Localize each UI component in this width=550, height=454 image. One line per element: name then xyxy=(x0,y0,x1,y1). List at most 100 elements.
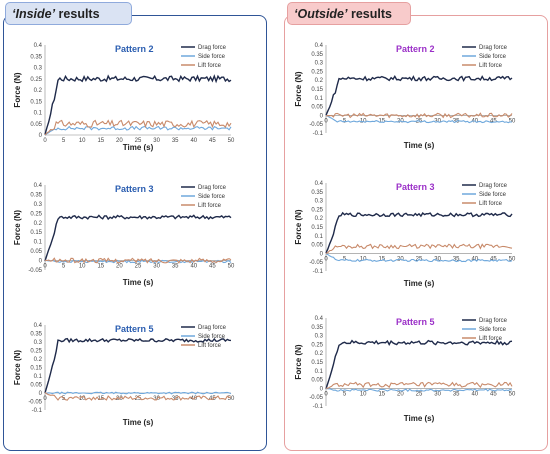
y-tick-label: 0.35 xyxy=(311,52,323,58)
y-tick-label: -0.1 xyxy=(313,269,324,275)
y-tick-label: 0.15 xyxy=(30,230,42,236)
outside-results-panel xyxy=(284,15,548,451)
x-tick-label: 0 xyxy=(43,138,47,144)
y-tick-label: 0.25 xyxy=(311,207,323,213)
series-line-lift-force xyxy=(44,119,232,136)
x-tick-label: 50 xyxy=(228,264,235,270)
y-axis-title: Force (N) xyxy=(13,350,22,385)
x-tick-label: 5 xyxy=(62,264,66,270)
series-line-side-force xyxy=(45,259,232,264)
legend-label: Lift force xyxy=(198,203,222,209)
x-tick-label: 25 xyxy=(135,138,142,144)
x-tick-label: 35 xyxy=(172,264,179,270)
legend-label: Drag force xyxy=(479,45,508,51)
x-axis-title: Time (s) xyxy=(404,279,435,288)
x-tick-label: 50 xyxy=(509,391,516,397)
x-tick-label: 15 xyxy=(378,391,385,397)
chart-title: Pattern 2 xyxy=(115,44,154,54)
x-tick-label: 0 xyxy=(43,264,47,270)
x-tick-label: 30 xyxy=(153,138,160,144)
y-tick-label: 0.15 xyxy=(30,99,42,105)
y-tick-label: 0.05 xyxy=(311,378,323,384)
series-line-lift-force xyxy=(44,257,232,264)
series-line-side-force xyxy=(325,387,513,393)
series-line-lift-force xyxy=(325,112,513,119)
legend-label: Lift force xyxy=(479,201,503,207)
y-tick-label: -0.05 xyxy=(28,268,42,274)
x-tick-label: 0 xyxy=(324,118,328,124)
legend-label: Side force xyxy=(479,192,507,198)
y-tick-label: 0.4 xyxy=(315,316,324,322)
x-axis-title: Time (s) xyxy=(123,143,154,152)
y-tick-label: 0.1 xyxy=(315,234,324,240)
outside-results-label: ‘Outside’ results xyxy=(287,2,411,25)
y-tick-label: 0.1 xyxy=(315,369,324,375)
x-axis-title: Time (s) xyxy=(404,141,435,150)
y-tick-label: 0.35 xyxy=(311,190,323,196)
x-tick-label: 25 xyxy=(135,264,142,270)
legend-label: Drag force xyxy=(198,45,227,51)
y-tick-label: 0.4 xyxy=(315,43,324,49)
y-axis-title: Force (N) xyxy=(294,209,303,244)
x-tick-label: 30 xyxy=(434,256,441,262)
series-line-drag-force xyxy=(44,214,232,262)
y-tick-label: 0 xyxy=(39,391,43,397)
x-tick-label: 30 xyxy=(153,264,160,270)
series-line-drag-force xyxy=(325,211,513,254)
x-tick-label: 15 xyxy=(378,118,385,124)
y-tick-label: 0.35 xyxy=(30,192,42,198)
legend-label: Lift force xyxy=(198,63,222,69)
y-tick-label: 0.1 xyxy=(34,240,43,246)
y-tick-label: 0.3 xyxy=(315,199,324,205)
x-tick-label: 15 xyxy=(97,138,104,144)
y-tick-label: 0 xyxy=(320,113,324,119)
y-axis-title: Force (N) xyxy=(13,72,22,107)
y-tick-label: 0.3 xyxy=(315,61,324,67)
x-tick-label: 10 xyxy=(360,391,367,397)
y-tick-label: -0.05 xyxy=(28,400,42,406)
y-tick-label: -0.05 xyxy=(309,260,323,266)
y-tick-label: 0.1 xyxy=(34,374,43,380)
legend-label: Lift force xyxy=(198,343,222,349)
x-tick-label: 50 xyxy=(228,396,235,402)
x-tick-label: 45 xyxy=(490,256,497,262)
x-tick-label: 45 xyxy=(209,138,216,144)
y-tick-label: 0.4 xyxy=(34,183,43,189)
x-tick-label: 0 xyxy=(324,256,328,262)
y-tick-label: -0.1 xyxy=(313,131,324,137)
x-tick-label: 35 xyxy=(453,256,460,262)
y-axis-title: Force (N) xyxy=(294,344,303,379)
y-tick-label: 0.35 xyxy=(30,332,42,338)
legend-label: Drag force xyxy=(479,183,508,189)
x-tick-label: 50 xyxy=(509,118,516,124)
y-tick-label: 0.15 xyxy=(311,225,323,231)
series-line-drag-force xyxy=(44,74,232,135)
x-tick-label: 5 xyxy=(343,256,347,262)
y-tick-label: 0.05 xyxy=(311,105,323,111)
legend-label: Drag force xyxy=(198,325,227,331)
y-tick-label: 0.4 xyxy=(34,43,43,49)
series-line-side-force xyxy=(325,253,513,263)
legend-label: Side force xyxy=(479,54,507,60)
y-tick-label: 0.05 xyxy=(30,383,42,389)
series-line-drag-force xyxy=(325,339,513,390)
series-line-lift-force xyxy=(325,243,513,254)
y-tick-label: 0.2 xyxy=(34,88,43,94)
series-line-drag-force xyxy=(44,337,232,394)
x-axis-title: Time (s) xyxy=(123,418,154,427)
x-tick-label: 35 xyxy=(453,391,460,397)
x-axis-title: Time (s) xyxy=(123,278,154,287)
x-tick-label: 15 xyxy=(378,256,385,262)
x-tick-label: 10 xyxy=(360,256,367,262)
y-tick-label: 0.2 xyxy=(34,357,43,363)
inside-label-quote: ‘Inside’ xyxy=(12,7,56,21)
x-tick-label: 10 xyxy=(79,138,86,144)
x-tick-label: 45 xyxy=(490,118,497,124)
x-tick-label: 5 xyxy=(343,391,347,397)
y-tick-label: 0.35 xyxy=(30,54,42,60)
y-tick-label: 0.4 xyxy=(315,181,324,187)
y-tick-label: 0.05 xyxy=(311,243,323,249)
chart-title: Pattern 2 xyxy=(396,44,435,54)
x-tick-label: 20 xyxy=(116,264,123,270)
